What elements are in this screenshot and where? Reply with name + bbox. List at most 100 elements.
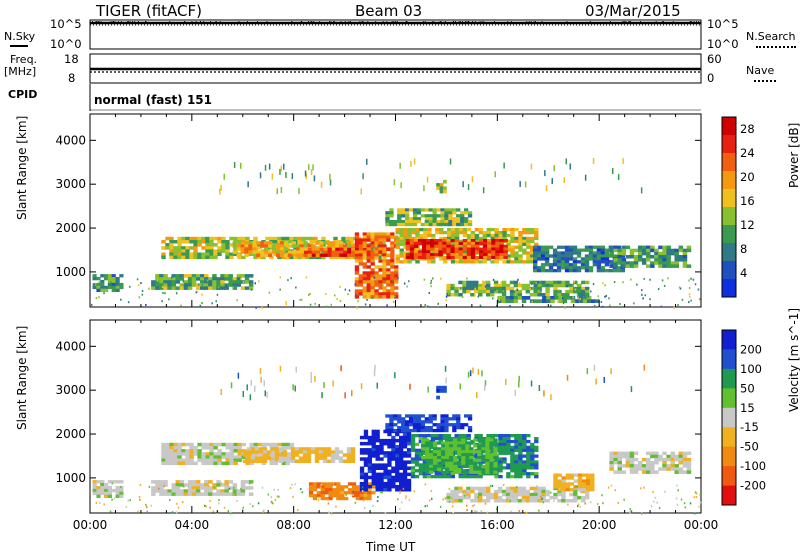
scatter-cell [405, 423, 410, 427]
scatter-cell [347, 491, 353, 495]
scatter-cell [395, 478, 400, 483]
scatter-cell [181, 452, 186, 456]
scatter-cell [686, 467, 692, 471]
noise-cell [675, 497, 678, 500]
scatter-cell [530, 442, 535, 447]
scatter-cell [522, 463, 527, 467]
scatter-cell [229, 449, 234, 453]
scatter-cell [415, 233, 420, 238]
scatter-cell [465, 447, 470, 451]
scatter-cell [426, 247, 431, 251]
scatter-cell [250, 459, 256, 463]
scatter-cell [402, 472, 408, 477]
scatter-cell [245, 461, 250, 466]
scatter-cell [514, 239, 519, 243]
scatter-cell [330, 459, 336, 463]
scatter-cell [391, 454, 396, 458]
scatter-cell [462, 286, 467, 291]
scatter-cell [175, 277, 180, 281]
scatter-cell [522, 248, 527, 252]
scatter-cell [467, 428, 473, 433]
noise-cell [204, 504, 206, 507]
scatter-cell [378, 286, 383, 290]
scatter-cell [155, 486, 160, 490]
scatter-cell [173, 461, 178, 466]
scatter-cell [682, 255, 688, 259]
scatter-cell [326, 453, 332, 457]
nsearch-tick-bottom: 10^0 [707, 37, 739, 51]
scatter-cell [450, 475, 455, 479]
scatter-cell [366, 238, 371, 242]
scatter-cell [366, 250, 371, 254]
noise-cell [250, 288, 253, 291]
y-tick-label: 3000 [55, 177, 86, 191]
scatter-cell [362, 274, 367, 278]
scatter-cell [383, 466, 388, 470]
scatter-cell [354, 238, 360, 242]
scatter-cell [541, 499, 546, 503]
scatter-cell [277, 240, 282, 244]
scatter-cell [187, 480, 193, 484]
scatter-cell [433, 458, 438, 463]
noise-cell [505, 379, 507, 385]
scatter-cell [382, 259, 387, 263]
scatter-cell [241, 240, 246, 244]
noise-cell [540, 289, 542, 292]
scatter-cell [338, 459, 344, 463]
scatter-cell [438, 239, 443, 243]
noise-cell [423, 185, 425, 192]
scatter-cell [506, 451, 511, 455]
scatter-cell [544, 257, 550, 261]
noise-cell [513, 291, 515, 294]
scatter-cell [302, 459, 308, 463]
scatter-cell [537, 289, 542, 294]
scatter-cell [389, 214, 394, 218]
noise-cell [191, 489, 193, 491]
scatter-cell [588, 248, 594, 252]
scatter-cell [274, 447, 280, 451]
scatter-cell [534, 463, 539, 467]
scatter-cell [572, 245, 578, 249]
scatter-cell [446, 495, 451, 500]
scatter-cell [169, 236, 174, 241]
noise-cell [298, 188, 300, 195]
scatter-cell [662, 255, 667, 259]
scatter-cell [395, 457, 400, 461]
scatter-cell [613, 264, 618, 268]
scatter-cell [596, 269, 602, 273]
scatter-cell [443, 189, 447, 194]
scatter-cell [165, 452, 170, 456]
scatter-cell [385, 211, 390, 215]
noise-cell [325, 305, 328, 308]
scatter-cell [395, 432, 400, 437]
scatter-cell [232, 492, 238, 496]
noise-cell [400, 182, 402, 189]
scatter-cell [183, 280, 189, 284]
scatter-cell [366, 247, 371, 251]
scatter-cell [378, 277, 383, 281]
scatter-cell [201, 461, 206, 466]
scatter-cell [181, 458, 186, 462]
scatter-cell [478, 231, 484, 235]
colorbar-swatch [722, 135, 736, 154]
scatter-cell [461, 447, 466, 451]
scatter-cell [216, 483, 221, 487]
noise-cell [640, 187, 643, 194]
scatter-cell [367, 438, 372, 443]
noise-cell [562, 297, 564, 300]
scatter-cell [613, 470, 618, 474]
noise-cell [279, 365, 282, 372]
freq-tick-bottom: 8 [68, 71, 76, 85]
noise-cell [439, 505, 442, 508]
scatter-cell [646, 470, 651, 474]
noise-cell [605, 294, 608, 297]
noise-cell [484, 285, 487, 288]
noise-cell [259, 172, 262, 179]
noise-cell [259, 368, 262, 374]
scatter-cell [354, 232, 360, 236]
scatter-cell [493, 438, 498, 442]
scatter-cell [625, 451, 631, 456]
scatter-cell [682, 251, 688, 256]
scatter-cell [562, 296, 567, 300]
noise-cell [400, 501, 403, 504]
